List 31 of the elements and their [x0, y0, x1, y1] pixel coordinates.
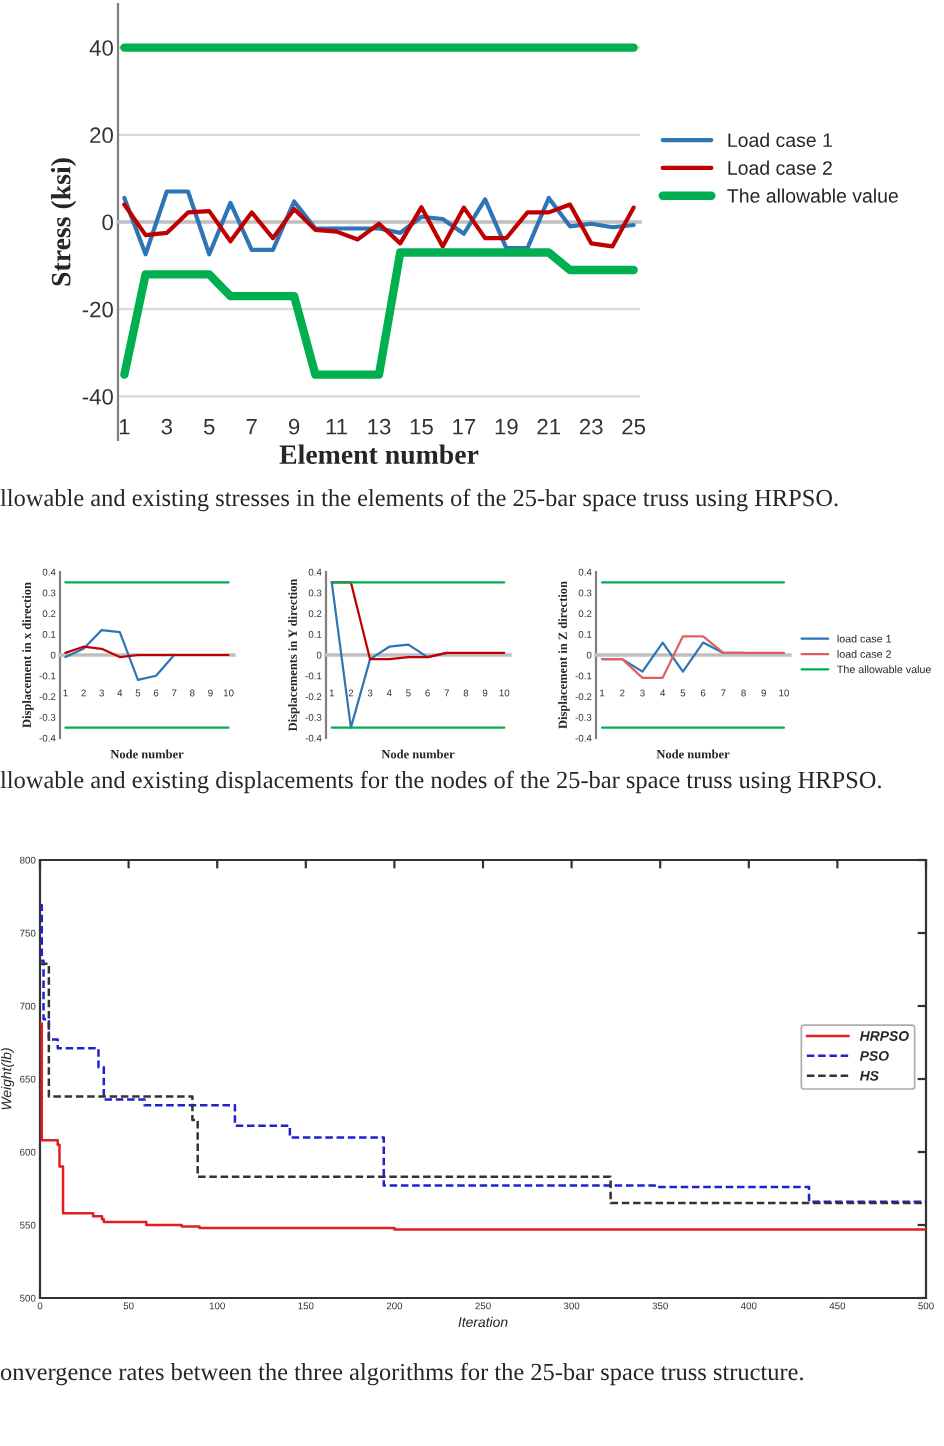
y-tick-label: 40 — [89, 40, 113, 56]
x-tick-label: 13 — [368, 418, 391, 435]
line-series — [64, 628, 176, 682]
x-tick-label: 1 — [119, 419, 130, 435]
x-tick-label: 5 — [203, 419, 215, 435]
legend-label: The allowable value — [727, 188, 898, 203]
x-tick-label: 17 — [453, 419, 476, 435]
x-tick-label: 19 — [495, 418, 518, 435]
text: llowable and existing stresses in the elements of the 25-bar space truss using HRPSO. — [0, 488, 838, 512]
x-axis-title: Element number — [279, 444, 479, 465]
line-series — [122, 202, 636, 249]
line-series — [600, 635, 786, 679]
y-tick-label: -40 — [82, 388, 113, 405]
y-tick-label: -20 — [82, 301, 113, 318]
x-tick-label: 25 — [622, 418, 646, 435]
y-tick-label: 0 — [102, 214, 113, 231]
x-tick-label: 11 — [326, 419, 348, 435]
text: llowable and existing displacements for the nodes of the 25-bar space truss using HRPSO. — [0, 770, 881, 794]
x-tick-label: 15 — [410, 419, 433, 435]
x-tick-label: 9 — [288, 418, 300, 435]
y-tick-label: 20 — [90, 127, 113, 144]
line-series — [122, 189, 636, 257]
line-series — [120, 248, 638, 379]
x-tick-label: 23 — [579, 418, 603, 435]
legend-label: Load case 2 — [728, 160, 832, 175]
x-tick-label: 7 — [246, 419, 257, 435]
text: onvergence rates between the three algorithms for the 25-bar space truss structure. — [0, 1362, 803, 1386]
legend-label: Load case 1 — [728, 132, 832, 148]
x-tick-label: 3 — [161, 418, 173, 435]
y-axis-title: Stress (ksi) — [50, 158, 77, 286]
x-tick-label: 21 — [537, 418, 561, 435]
